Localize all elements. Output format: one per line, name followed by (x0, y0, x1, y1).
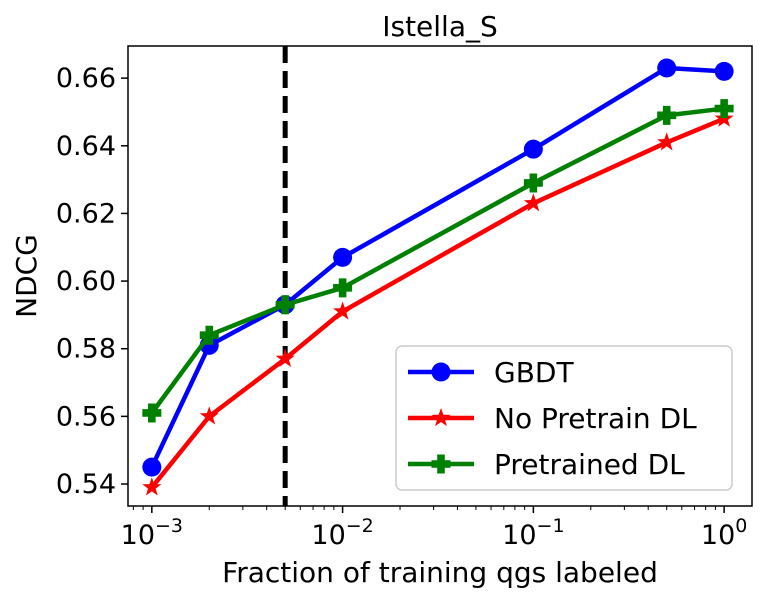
y-tick-label: 0.56 (56, 401, 116, 432)
legend: GBDT No Pretrain DL Pretrained DL (395, 345, 733, 491)
x-tick-label: 10−3 (121, 515, 183, 551)
data-point (142, 457, 162, 477)
legend-marker (431, 362, 451, 382)
y-tick-label: 0.60 (56, 266, 116, 297)
data-point (142, 477, 162, 496)
plot-frame (127, 45, 753, 507)
legend-label: No Pretrain DL (494, 402, 697, 435)
y-tick-label: 0.64 (56, 131, 116, 162)
data-point (657, 105, 677, 125)
data-point (523, 173, 543, 193)
data-point (199, 325, 219, 345)
data-point (523, 139, 543, 159)
y-tick-label: 0.62 (56, 198, 116, 229)
x-tick-label: 10−2 (311, 515, 373, 551)
x-tick-label: 100 (701, 515, 747, 551)
data-point (714, 99, 734, 119)
data-point (199, 406, 219, 425)
data-point (142, 403, 162, 423)
legend-label: Pretrained DL (494, 448, 685, 481)
data-point (657, 58, 677, 78)
legend-marker (431, 408, 451, 427)
legend-marker (431, 454, 451, 474)
plot-area: 0.54 0.56 0.58 0.60 0.62 0.64 0.66 10−3 10−2 10−1… (56, 46, 747, 551)
data-point (523, 193, 543, 212)
y-tick-label: 0.58 (56, 334, 116, 365)
x-axis-label: Fraction of training qgs labeled (222, 556, 658, 589)
x-tick-label: 10−1 (502, 515, 564, 551)
data-point (275, 348, 295, 367)
y-axis-label: NDCG (10, 234, 43, 318)
y-tick-label: 0.54 (56, 469, 116, 500)
chart-title: Istella_S (382, 10, 498, 43)
legend-box (395, 345, 733, 491)
data-point (657, 132, 677, 151)
data-point (333, 278, 353, 298)
y-tick-label: 0.66 (56, 63, 116, 94)
data-point (333, 247, 353, 267)
data-point (714, 61, 734, 81)
legend-label: GBDT (494, 356, 574, 389)
data-point (333, 301, 353, 320)
data-point (275, 295, 295, 315)
